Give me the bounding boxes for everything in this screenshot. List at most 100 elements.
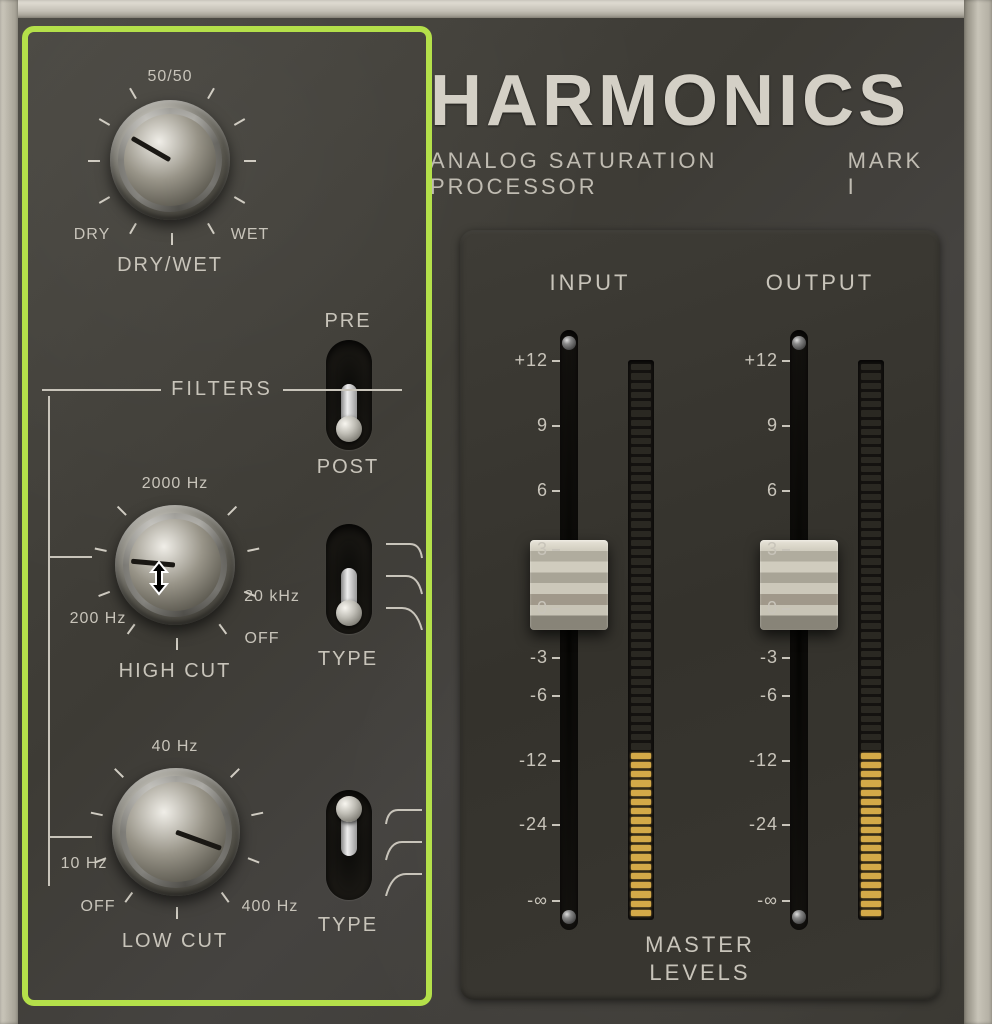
highcut-type-toggle[interactable] <box>326 524 372 634</box>
meter-segment <box>861 762 881 768</box>
meter-segment <box>861 864 881 870</box>
lowcut-knob[interactable] <box>112 768 240 896</box>
meter-segment <box>631 457 651 463</box>
lowcut-label: LOW CUT <box>122 930 228 953</box>
plugin-subtitle: ANALOG SATURATION PROCESSOR <box>430 148 848 200</box>
meter-segment <box>861 457 881 463</box>
master-levels-label: MASTER LEVELS <box>460 931 940 988</box>
scale-mark: -3 <box>492 647 548 668</box>
meter-segment <box>631 808 651 814</box>
meter-segment <box>631 438 651 444</box>
meter-segment <box>631 364 651 370</box>
plugin-version: MARK I <box>848 148 932 200</box>
meter-segment <box>631 577 651 583</box>
meter-segment <box>861 466 881 472</box>
lowcut-curves-icon <box>382 796 426 896</box>
input-label: INPUT <box>480 270 700 296</box>
scale-mark: 9 <box>722 415 778 436</box>
meter-segment <box>631 901 651 907</box>
filters-label: FILTERS <box>161 378 283 401</box>
scale-mark: 3 <box>722 539 778 560</box>
meter-segment <box>861 734 881 740</box>
meter-segment <box>631 780 651 786</box>
drywet-right-label: WET <box>231 226 270 244</box>
plugin-panel: HARMONICS ANALOG SATURATION PROCESSOR MA… <box>0 0 992 1024</box>
meter-segment <box>861 558 881 564</box>
meter-segment <box>861 780 881 786</box>
meter-segment <box>631 503 651 509</box>
highcut-curves-icon <box>382 530 426 630</box>
meter-segment <box>631 595 651 601</box>
output-fader-track[interactable] <box>790 330 808 930</box>
highcut-top-label: 2000 Hz <box>142 475 209 493</box>
lowcut-type-toggle[interactable] <box>326 790 372 900</box>
input-scale: +129630-3-6-12-24-∞ <box>492 360 548 900</box>
meter-segment <box>861 642 881 648</box>
meter-segment <box>631 642 651 648</box>
output-meter <box>858 360 884 920</box>
meter-segment <box>631 410 651 416</box>
master-levels-panel: INPUT +129630-3-6-12-24-∞ OUTPUT +129630… <box>460 230 940 1000</box>
drywet-knob[interactable] <box>110 100 230 220</box>
meter-segment <box>631 475 651 481</box>
lowcut-left-top: 10 Hz <box>61 855 108 873</box>
plugin-title: HARMONICS <box>430 60 932 142</box>
meter-segment <box>631 697 651 703</box>
meter-segment <box>861 605 881 611</box>
meter-segment <box>631 484 651 490</box>
meter-segment <box>861 854 881 860</box>
meter-segment <box>631 762 651 768</box>
meter-segment <box>861 697 881 703</box>
highcut-left-label: 200 Hz <box>70 610 127 628</box>
meter-segment <box>861 521 881 527</box>
lowcut-top-label: 40 Hz <box>152 738 199 756</box>
scale-mark: -24 <box>492 814 548 835</box>
meter-segment <box>861 836 881 842</box>
drywet-top-label: 50/50 <box>147 68 192 86</box>
meter-segment <box>631 429 651 435</box>
meter-segment <box>861 410 881 416</box>
meter-segment <box>631 891 651 897</box>
meter-segment <box>861 503 881 509</box>
input-fader-track[interactable] <box>560 330 578 930</box>
meter-segment <box>631 420 651 426</box>
scale-mark: -∞ <box>722 890 778 911</box>
scale-mark: 6 <box>492 480 548 501</box>
meter-segment <box>631 540 651 546</box>
highcut-knob[interactable] <box>115 505 235 625</box>
meter-segment <box>631 614 651 620</box>
scale-mark: -3 <box>722 647 778 668</box>
drywet-label: DRY/WET <box>117 254 223 277</box>
drywet-left-label: DRY <box>74 226 111 244</box>
highcut-right-bottom: OFF <box>245 630 280 648</box>
meter-segment <box>631 494 651 500</box>
meter-segment <box>631 383 651 389</box>
meter-segment <box>861 706 881 712</box>
meter-segment <box>631 799 651 805</box>
scale-mark: -6 <box>492 685 548 706</box>
meter-segment <box>631 910 651 916</box>
meter-segment <box>631 817 651 823</box>
meter-segment <box>631 447 651 453</box>
meter-segment <box>861 623 881 629</box>
frame-left <box>0 0 18 1024</box>
meter-segment <box>631 771 651 777</box>
meter-segment <box>631 836 651 842</box>
meter-segment <box>631 623 651 629</box>
meter-segment <box>861 901 881 907</box>
meter-segment <box>861 383 881 389</box>
output-scale: +129630-3-6-12-24-∞ <box>722 360 778 900</box>
meter-segment <box>631 734 651 740</box>
frame-right <box>964 0 992 1024</box>
meter-segment <box>861 753 881 759</box>
meter-segment <box>631 725 651 731</box>
meter-segment <box>631 512 651 518</box>
meter-segment <box>861 679 881 685</box>
meter-segment <box>631 651 651 657</box>
meter-segment <box>861 614 881 620</box>
meter-segment <box>631 679 651 685</box>
meter-segment <box>861 401 881 407</box>
meter-segment <box>861 716 881 722</box>
meter-segment <box>631 706 651 712</box>
meter-segment <box>631 688 651 694</box>
